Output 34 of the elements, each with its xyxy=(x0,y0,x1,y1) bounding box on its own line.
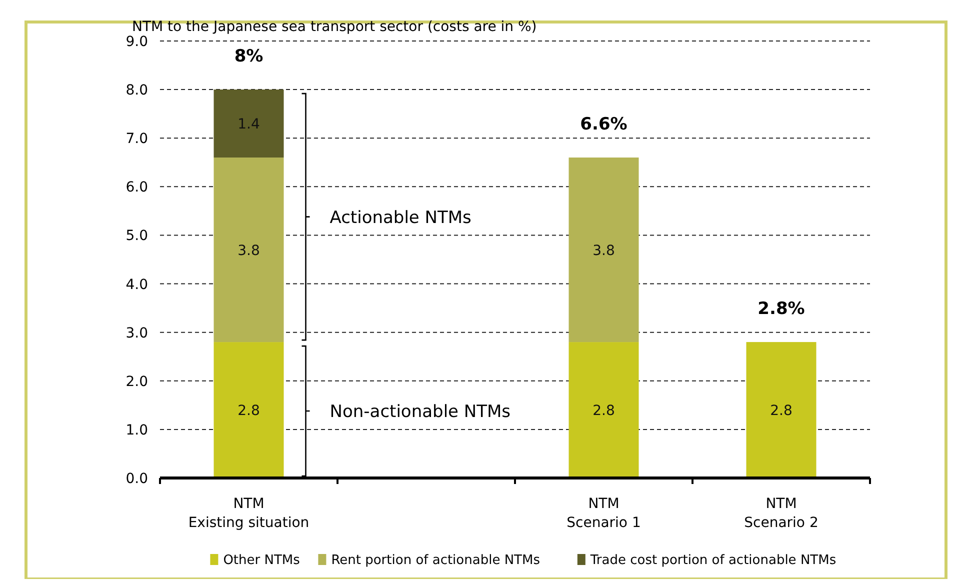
legend-label: Trade cost portion of actionable NTMs xyxy=(589,553,836,568)
y-tick-label: 5.0 xyxy=(126,228,148,244)
y-tick-label: 2.0 xyxy=(126,374,148,390)
data-label: 3.8 xyxy=(238,242,260,259)
y-axis-title: NTM to the Japanese sea transport sector (costs are in %) xyxy=(132,19,537,35)
y-tick-label: 1.0 xyxy=(126,422,148,438)
y-tick-label: 4.0 xyxy=(126,276,148,293)
y-tick-label: 3.0 xyxy=(126,325,148,342)
total-label: 6.6% xyxy=(580,114,628,135)
data-label: 2.8 xyxy=(592,403,615,420)
data-label: 2.8 xyxy=(238,403,260,420)
x-tick-label: NTM Scenario 1 xyxy=(566,496,641,531)
bar xyxy=(214,158,284,342)
y-tick-label: 9.0 xyxy=(126,34,148,50)
y-tick-label: 8.0 xyxy=(126,82,148,99)
annotation: Non-actionable NTMs xyxy=(330,402,511,422)
y-tick-label: 0.0 xyxy=(126,471,148,487)
data-label: 1.4 xyxy=(238,116,260,133)
legend-label: Rent portion of actionable NTMs xyxy=(331,553,540,568)
legend-label: Other NTMs xyxy=(223,553,300,568)
total-label: 2.8% xyxy=(758,299,805,320)
bar xyxy=(214,342,284,478)
data-label: 2.8 xyxy=(770,403,792,420)
bar xyxy=(568,342,639,478)
bar xyxy=(568,158,639,342)
total-label: 8% xyxy=(234,46,264,67)
bar xyxy=(746,342,816,478)
annotation: Actionable NTMs xyxy=(330,208,472,228)
x-tick-label: NTM Existing situation xyxy=(188,496,310,531)
bar xyxy=(214,90,284,158)
data-label: 3.8 xyxy=(592,242,615,259)
x-tick-label: NTM Scenario 2 xyxy=(744,496,818,531)
y-tick-label: 6.0 xyxy=(126,180,148,196)
y-tick-label: 7.0 xyxy=(126,131,148,148)
